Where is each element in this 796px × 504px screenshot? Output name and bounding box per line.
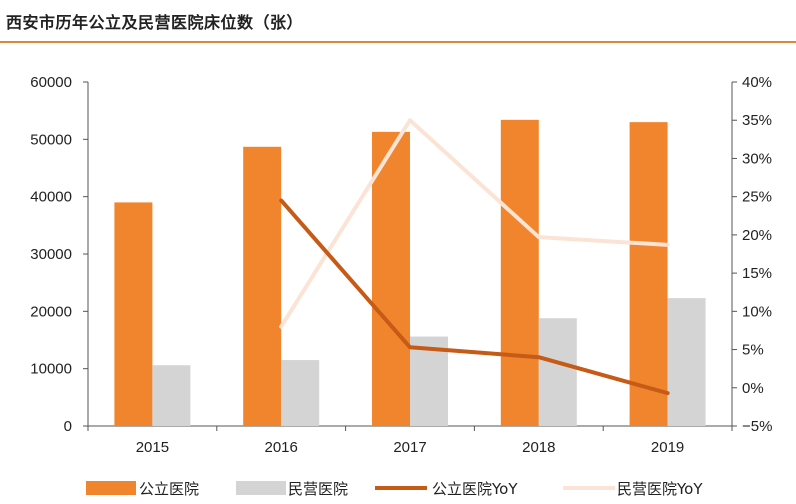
left-y-tick-label: 0: [64, 418, 72, 435]
x-tick-label: 2018: [522, 439, 555, 456]
x-tick-label: 2017: [393, 439, 426, 456]
legend-public-hospital-yoy-label: 公立医院YoY: [432, 480, 518, 498]
x-tick-label: 2019: [651, 439, 684, 456]
legend-public-hospital-swatch: [86, 481, 136, 495]
left-y-tick-label: 20000: [30, 303, 72, 320]
legend: 公立医院 民营医院 公立医院YoY 民营医院YoY: [86, 480, 703, 498]
yoy-lines: [279, 118, 670, 396]
bar-private-hospital: [281, 360, 320, 426]
bar-public-hospital: [243, 146, 282, 426]
right-y-tick-label: 15%: [742, 265, 772, 282]
legend-private-hospital-swatch: [236, 481, 286, 495]
right-y-tick-label: 30%: [742, 150, 772, 167]
legend-private-hospital-label: 民营医院: [288, 480, 348, 498]
bar-private-hospital: [667, 298, 706, 426]
bar-private-hospital: [538, 318, 577, 426]
line-private-hospital-yoy: [279, 118, 670, 329]
legend-private-hospital-yoy-label: 民营医院YoY: [617, 480, 703, 498]
tick-labels: 0 10000 20000 30000 40000 50000 60000 −5% 0% 5% 10…: [30, 74, 772, 456]
right-y-tick-label: 35%: [742, 112, 772, 129]
bar-public-hospital: [114, 202, 153, 426]
right-y-tick-label: 25%: [742, 189, 772, 206]
bar-public-hospital: [500, 119, 539, 426]
bar-public-hospital: [372, 131, 410, 426]
line-public-hospital-yoy: [279, 198, 670, 396]
bars: [114, 119, 706, 426]
right-y-tick-label: 10%: [742, 303, 772, 320]
chart-title: 西安市历年公立及民营医院床位数（张）: [6, 13, 304, 32]
x-tick-label: 2016: [265, 439, 298, 456]
bar-public-hospital: [629, 122, 668, 426]
title-divider: [0, 41, 796, 43]
left-y-tick-label: 30000: [30, 246, 72, 263]
legend-public-hospital-label: 公立医院: [139, 480, 199, 498]
left-y-tick-label: 60000: [30, 74, 72, 91]
left-y-tick-label: 50000: [30, 131, 72, 148]
bar-private-hospital: [152, 365, 191, 426]
left-y-tick-label: 40000: [30, 189, 72, 206]
right-y-tick-label: 5%: [742, 342, 764, 359]
right-y-tick-label: 0%: [742, 380, 764, 397]
left-y-tick-label: 10000: [30, 361, 72, 378]
x-tick-label: 2015: [136, 439, 169, 456]
right-y-tick-label: 40%: [742, 74, 772, 91]
right-y-tick-label: 20%: [742, 227, 772, 244]
right-y-tick-label: −5%: [742, 418, 772, 435]
